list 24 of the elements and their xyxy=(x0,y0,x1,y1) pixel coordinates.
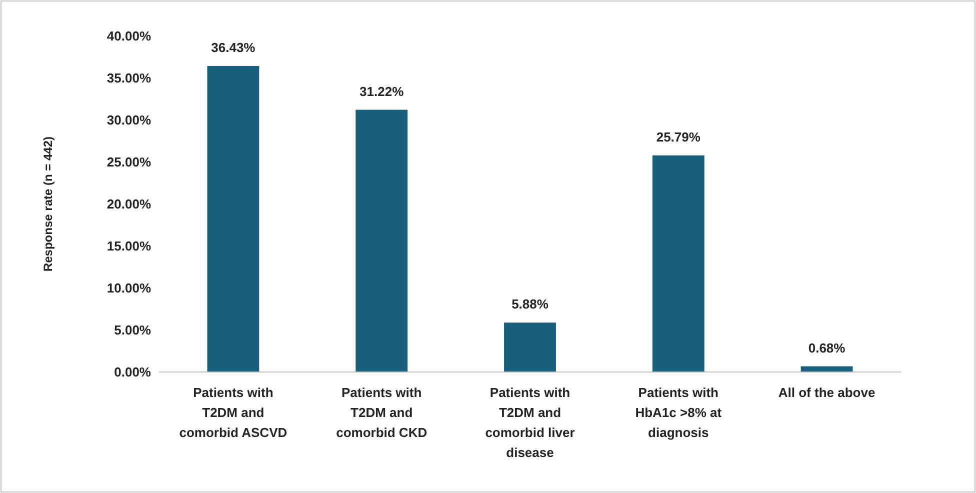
y-axis-title: Response rate (n = 442) xyxy=(41,136,55,272)
y-tick-label: 10.00% xyxy=(106,280,152,296)
data-label: 0.68% xyxy=(808,340,846,356)
data-label: 5.88% xyxy=(512,296,549,312)
y-tick-label: 40.00% xyxy=(106,28,152,44)
x-tick-label: Patients with T2DM and comorbid ASCVD xyxy=(179,385,288,440)
y-tick-label: 15.00% xyxy=(106,238,152,254)
x-tick-label: Patients with T2DM and comorbid CKD xyxy=(336,385,428,440)
x-tick-label: All of the above xyxy=(778,385,876,400)
data-label: 25.79% xyxy=(656,129,701,144)
x-tick-label: Patients with T2DM and comorbid liver disease xyxy=(485,385,575,460)
y-tick-label: 25.00% xyxy=(106,154,152,170)
y-tick-label: 35.00% xyxy=(106,70,152,86)
bar xyxy=(504,322,556,372)
y-tick-label: 30.00% xyxy=(106,112,152,128)
bar xyxy=(207,66,260,372)
y-tick-label: 5.00% xyxy=(114,322,152,338)
y-tick-label: 0.00% xyxy=(114,364,152,380)
bar xyxy=(356,110,408,372)
data-label: 36.43% xyxy=(211,40,256,55)
y-tick-label: 20.00% xyxy=(106,196,152,212)
x-tick-label: Patients with HbA1c >8% at diagnosis xyxy=(635,385,722,440)
bar xyxy=(652,155,704,372)
data-label: 31.22% xyxy=(360,84,404,99)
